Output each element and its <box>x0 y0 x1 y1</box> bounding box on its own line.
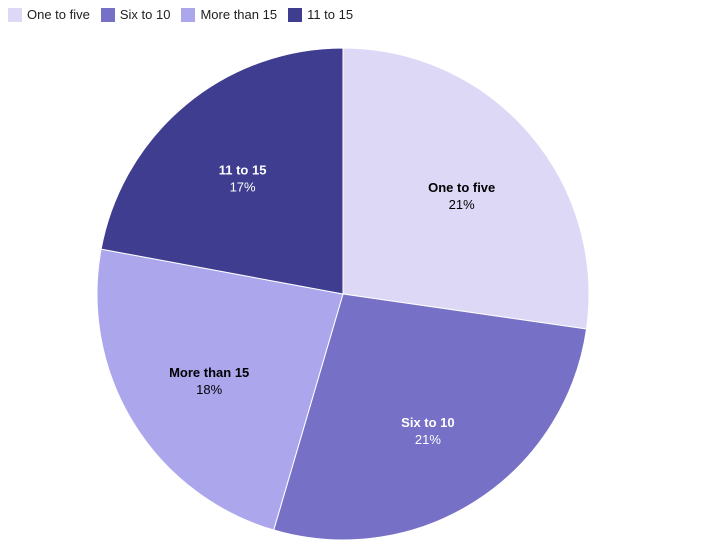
chart-legend: One to five Six to 10 More than 15 11 to… <box>8 8 353 22</box>
legend-label-one-to-five: One to five <box>27 7 90 22</box>
pie-slice-label-more-than-15: More than 15 <box>169 365 249 380</box>
pie-slice-label-11-to-15: 11 to 15 <box>219 162 267 177</box>
legend-item-six-to-10: Six to 10 <box>100 7 171 22</box>
legend-label-more-than-15: More than 15 <box>200 7 278 22</box>
legend-item-11-to-15: 11 to 15 <box>288 8 353 22</box>
pie-slice-percentage-one-to-five: 21% <box>449 197 475 212</box>
pie-slice-percentage-six-to-10: 21% <box>415 432 441 447</box>
legend-item-one-to-five: One to five <box>8 8 90 22</box>
pie-slice-percentage-11-to-15: 17% <box>230 179 256 194</box>
pie-slice-label-six-to-10: Six to 10 <box>401 415 454 430</box>
legend-swatch-11-to-15 <box>288 8 303 22</box>
pie-slice-one-to-five[interactable] <box>342 47 590 330</box>
legend-swatch-six-to-10 <box>100 8 115 22</box>
pie-slice-more-than-15[interactable] <box>96 248 344 531</box>
pie-slice-11-to-15[interactable] <box>100 47 344 295</box>
legend-swatch-more-than-15 <box>181 8 196 22</box>
legend-swatch-one-to-five <box>8 8 22 22</box>
pie-slice-percentage-more-than-15: 18% <box>196 382 222 397</box>
legend-label-six-to-10: Six to 10 <box>119 7 171 22</box>
pie-slice-label-one-to-five: One to five <box>428 180 495 195</box>
pie-slice-six-to-10[interactable] <box>273 293 588 541</box>
legend-item-more-than-15: More than 15 <box>181 8 277 22</box>
legend-label-11-to-15: 11 to 15 <box>307 7 354 22</box>
